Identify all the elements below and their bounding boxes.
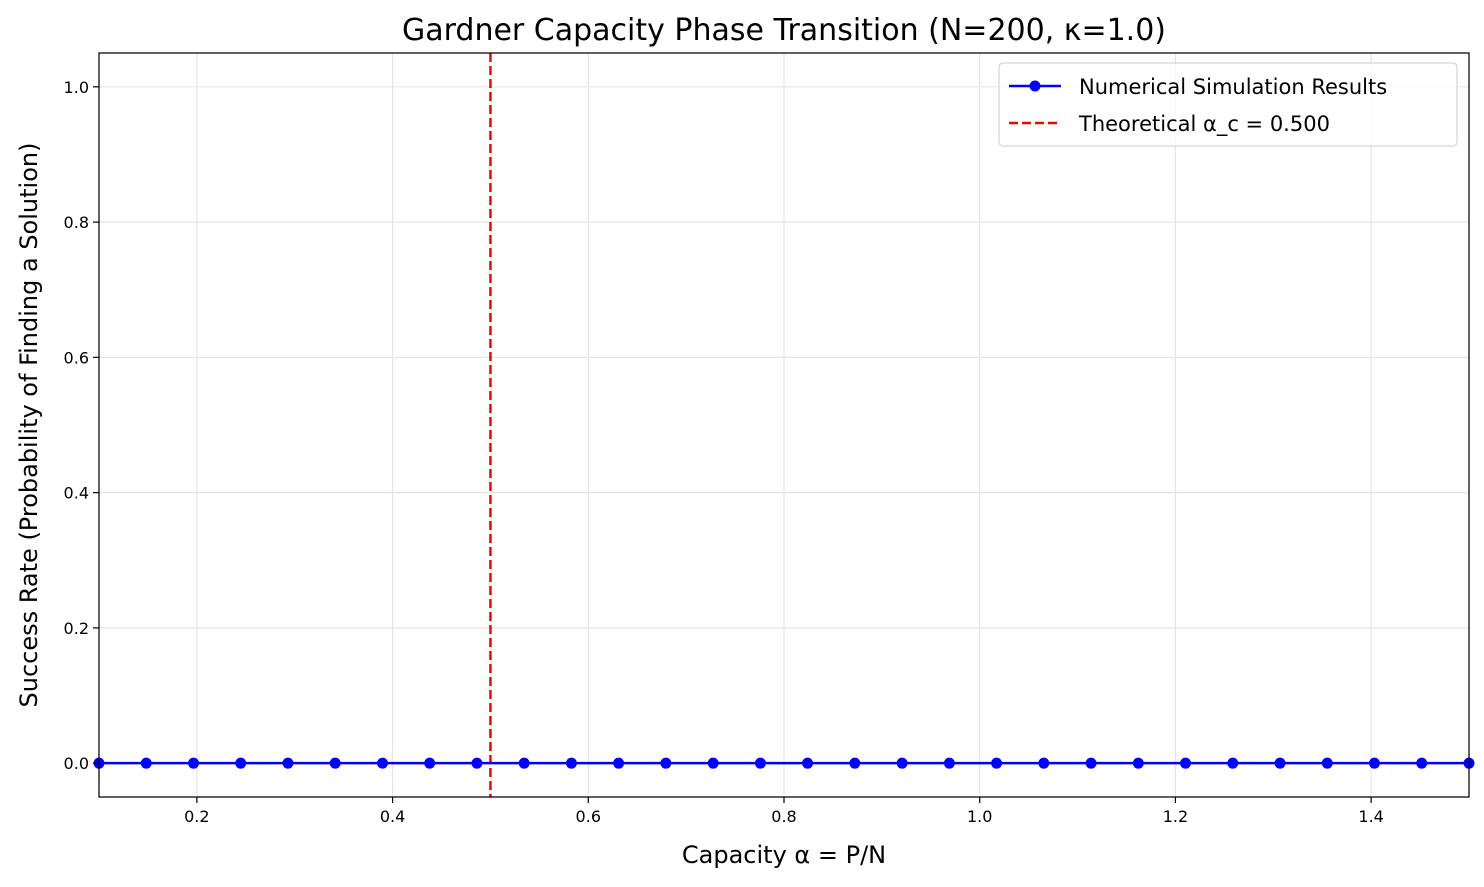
data-point bbox=[1180, 757, 1192, 769]
chart-title: Gardner Capacity Phase Transition (N=200… bbox=[402, 13, 1166, 48]
y-axis-ticks: 0.0 0.2 0.4 0.6 0.8 1.0 bbox=[64, 78, 99, 773]
data-point bbox=[518, 757, 530, 769]
data-point bbox=[1227, 757, 1239, 769]
y-tick-label: 0.0 bbox=[64, 754, 89, 773]
legend-marker-simulation bbox=[1029, 80, 1041, 92]
data-point bbox=[1132, 757, 1144, 769]
data-point bbox=[849, 757, 861, 769]
x-axis-label: Capacity α = P/N bbox=[682, 841, 886, 869]
x-tick-label: 0.4 bbox=[380, 807, 405, 826]
y-tick-label: 0.2 bbox=[64, 619, 89, 638]
x-tick-label: 0.8 bbox=[771, 807, 796, 826]
data-point bbox=[707, 757, 719, 769]
data-point bbox=[943, 757, 955, 769]
data-point bbox=[1085, 757, 1097, 769]
data-point bbox=[140, 757, 152, 769]
data-point bbox=[1416, 757, 1428, 769]
series-markers bbox=[93, 757, 1475, 769]
data-point bbox=[376, 757, 388, 769]
x-tick-label: 1.4 bbox=[1358, 807, 1383, 826]
x-tick-label: 1.2 bbox=[1163, 807, 1188, 826]
data-point bbox=[991, 757, 1003, 769]
data-point bbox=[1368, 757, 1380, 769]
legend: Numerical Simulation Results Theoretical… bbox=[998, 62, 1458, 147]
data-point bbox=[613, 757, 625, 769]
data-point bbox=[235, 757, 247, 769]
data-point bbox=[1321, 757, 1333, 769]
plot-area bbox=[93, 53, 1475, 797]
data-point bbox=[188, 757, 200, 769]
legend-box bbox=[998, 62, 1458, 147]
data-point bbox=[896, 757, 908, 769]
x-tick-label: 0.6 bbox=[576, 807, 601, 826]
y-axis-label: Success Rate (Probability of Finding a S… bbox=[15, 143, 43, 708]
data-point bbox=[660, 757, 672, 769]
y-tick-label: 0.8 bbox=[64, 213, 89, 232]
data-point bbox=[424, 757, 436, 769]
y-tick-label: 0.6 bbox=[64, 348, 89, 367]
legend-label-theoretical: Theoretical α_c = 0.500 bbox=[1078, 112, 1330, 137]
data-point bbox=[802, 757, 814, 769]
x-tick-label: 0.2 bbox=[184, 807, 209, 826]
data-point bbox=[565, 757, 577, 769]
legend-label-simulation: Numerical Simulation Results bbox=[1079, 75, 1387, 99]
data-point bbox=[282, 757, 294, 769]
data-point bbox=[1038, 757, 1050, 769]
data-point bbox=[1274, 757, 1286, 769]
y-tick-label: 0.4 bbox=[64, 484, 89, 503]
x-axis-ticks: 0.2 0.4 0.6 0.8 1.0 1.2 1.4 bbox=[184, 797, 1384, 826]
x-tick-label: 1.0 bbox=[967, 807, 992, 826]
data-point bbox=[471, 757, 483, 769]
data-point bbox=[754, 757, 766, 769]
data-point bbox=[329, 757, 341, 769]
y-tick-label: 1.0 bbox=[64, 78, 89, 97]
